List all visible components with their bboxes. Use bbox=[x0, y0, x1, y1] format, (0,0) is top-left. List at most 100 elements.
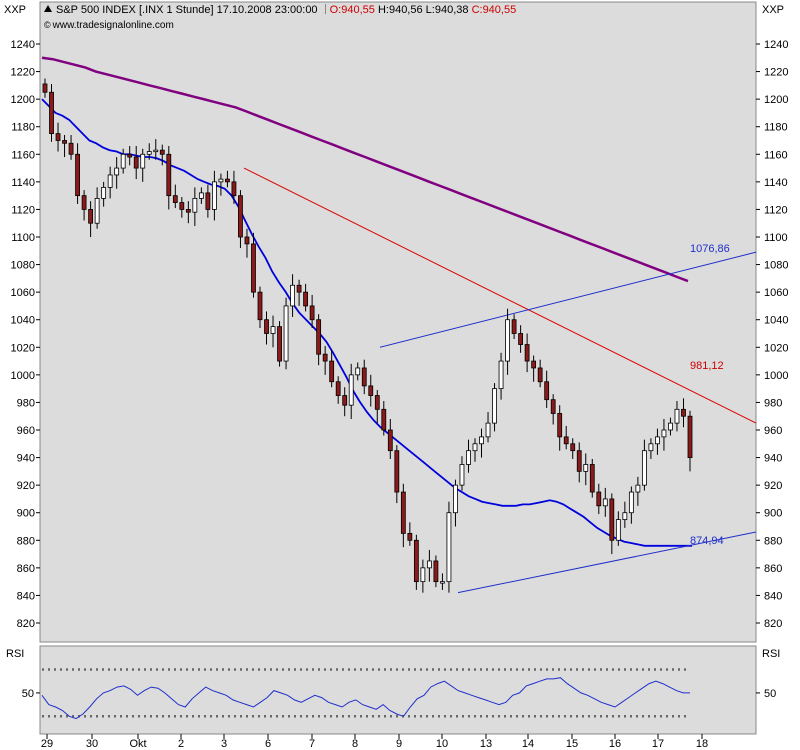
y-tick-label: 1060 bbox=[11, 287, 35, 299]
candle-body bbox=[107, 174, 113, 188]
candle-body bbox=[687, 415, 693, 458]
price-panel bbox=[39, 1, 757, 643]
candle-body bbox=[531, 360, 537, 369]
candle-body bbox=[114, 167, 120, 176]
candle-body bbox=[205, 192, 211, 210]
ohlc-close: C:940,55 bbox=[471, 4, 517, 16]
candle-body bbox=[374, 395, 380, 410]
candle-body bbox=[361, 367, 367, 387]
y-tick-label: 920 bbox=[764, 480, 782, 492]
y-tick-label: 900 bbox=[764, 508, 782, 520]
candle-body bbox=[218, 178, 224, 183]
candle-body bbox=[674, 408, 680, 424]
y-tick-label: 1100 bbox=[11, 232, 35, 244]
datetime: 17.10.2008 23:00:00 bbox=[216, 4, 318, 16]
candle-body bbox=[641, 450, 647, 486]
website[interactable]: www.tradesignalonline.com bbox=[52, 20, 174, 31]
ohlc-high: H:940,56 bbox=[377, 4, 423, 16]
candle-body bbox=[400, 491, 406, 534]
y-tick-label: 1140 bbox=[764, 177, 788, 189]
rsi-label-left: RSI bbox=[6, 648, 25, 660]
rsi-tick-label: 50 bbox=[764, 688, 776, 700]
candle-body bbox=[290, 284, 295, 307]
website-line: © www.tradesignalonline.com bbox=[44, 20, 174, 31]
candle-body bbox=[120, 153, 126, 169]
value-label: 1076,86 bbox=[690, 243, 730, 255]
x-tick-label: 13 bbox=[480, 738, 492, 750]
candle-body bbox=[407, 532, 413, 541]
candle-body bbox=[420, 567, 426, 583]
y-tick-label: 860 bbox=[17, 563, 35, 575]
y-tick-label: 1120 bbox=[11, 204, 35, 216]
y-tick-label: 1000 bbox=[11, 370, 35, 382]
x-tick-label: 14 bbox=[522, 738, 534, 750]
x-tick-label: 6 bbox=[265, 738, 271, 750]
candle-body bbox=[661, 429, 667, 438]
x-tick-label: 18 bbox=[696, 738, 708, 750]
y-tick-label: 960 bbox=[764, 425, 782, 437]
candle-body bbox=[615, 519, 621, 541]
x-tick-label: 2 bbox=[178, 738, 184, 750]
x-tick-label: 17 bbox=[652, 738, 664, 750]
candle-body bbox=[381, 408, 387, 431]
y-tick-label: 820 bbox=[17, 618, 35, 630]
collapse-icon[interactable] bbox=[44, 5, 52, 12]
x-tick-label: 29 bbox=[41, 738, 53, 750]
y-tick-label: 840 bbox=[17, 590, 35, 602]
candle-body bbox=[225, 178, 230, 183]
candle-body bbox=[368, 385, 374, 396]
y-tick-label: 880 bbox=[764, 535, 782, 547]
symbol-title: S&P 500 INDEX [.INX 1 Stunde] bbox=[56, 4, 214, 16]
y-tick-label: 1240 bbox=[11, 39, 35, 51]
candle-body bbox=[348, 374, 354, 406]
candle-body bbox=[557, 413, 563, 438]
y-tick-label: 1220 bbox=[764, 67, 788, 79]
channel-upper-line bbox=[379, 251, 757, 348]
y-tick-label: 1200 bbox=[764, 94, 788, 106]
candle-body bbox=[55, 133, 61, 141]
y-tick-label: 940 bbox=[17, 453, 35, 465]
candle-body bbox=[355, 367, 361, 376]
y-tick-label: 1160 bbox=[764, 149, 788, 161]
candle-body bbox=[453, 484, 458, 514]
candle-body bbox=[159, 149, 165, 155]
candle-body bbox=[179, 202, 185, 210]
candle-body bbox=[668, 422, 673, 431]
y-tick-label: 940 bbox=[764, 453, 782, 465]
rsi-series: 50 50 bbox=[22, 668, 776, 720]
candle-body bbox=[146, 151, 152, 155]
candle-body bbox=[537, 367, 543, 383]
candle-body bbox=[505, 319, 510, 362]
candle-body bbox=[681, 408, 686, 417]
y-tick-label: 1020 bbox=[764, 342, 788, 354]
y-tick-label: 860 bbox=[764, 563, 782, 575]
candle-body bbox=[570, 443, 576, 452]
candle-body bbox=[342, 395, 348, 406]
x-tick-label: 9 bbox=[396, 738, 402, 750]
candle-body bbox=[283, 305, 289, 362]
rsi-line bbox=[41, 677, 690, 720]
candle-body bbox=[231, 181, 237, 197]
candle-body bbox=[264, 319, 269, 334]
candle-body bbox=[211, 181, 217, 210]
ohlc-open: O:940,55 bbox=[329, 4, 375, 16]
candle-body bbox=[198, 192, 204, 199]
y-tick-label: 880 bbox=[17, 535, 35, 547]
candle-body bbox=[518, 333, 524, 345]
candle-body bbox=[296, 284, 302, 293]
candle-body bbox=[492, 388, 497, 424]
annotations: 1076,86 981,12 874,94 bbox=[690, 243, 730, 547]
candle-body bbox=[42, 83, 48, 93]
candle-body bbox=[440, 581, 445, 584]
y-tick-label: 1180 bbox=[11, 122, 35, 134]
candle-body bbox=[498, 360, 504, 390]
candle-body bbox=[238, 195, 243, 238]
candle-body bbox=[635, 484, 641, 493]
candle-body bbox=[413, 539, 419, 583]
candle-body bbox=[387, 429, 393, 452]
candle-body bbox=[459, 464, 465, 486]
y-tick-label: 820 bbox=[764, 618, 782, 630]
trend-lines bbox=[243, 167, 757, 594]
x-tick-label: 16 bbox=[609, 738, 621, 750]
